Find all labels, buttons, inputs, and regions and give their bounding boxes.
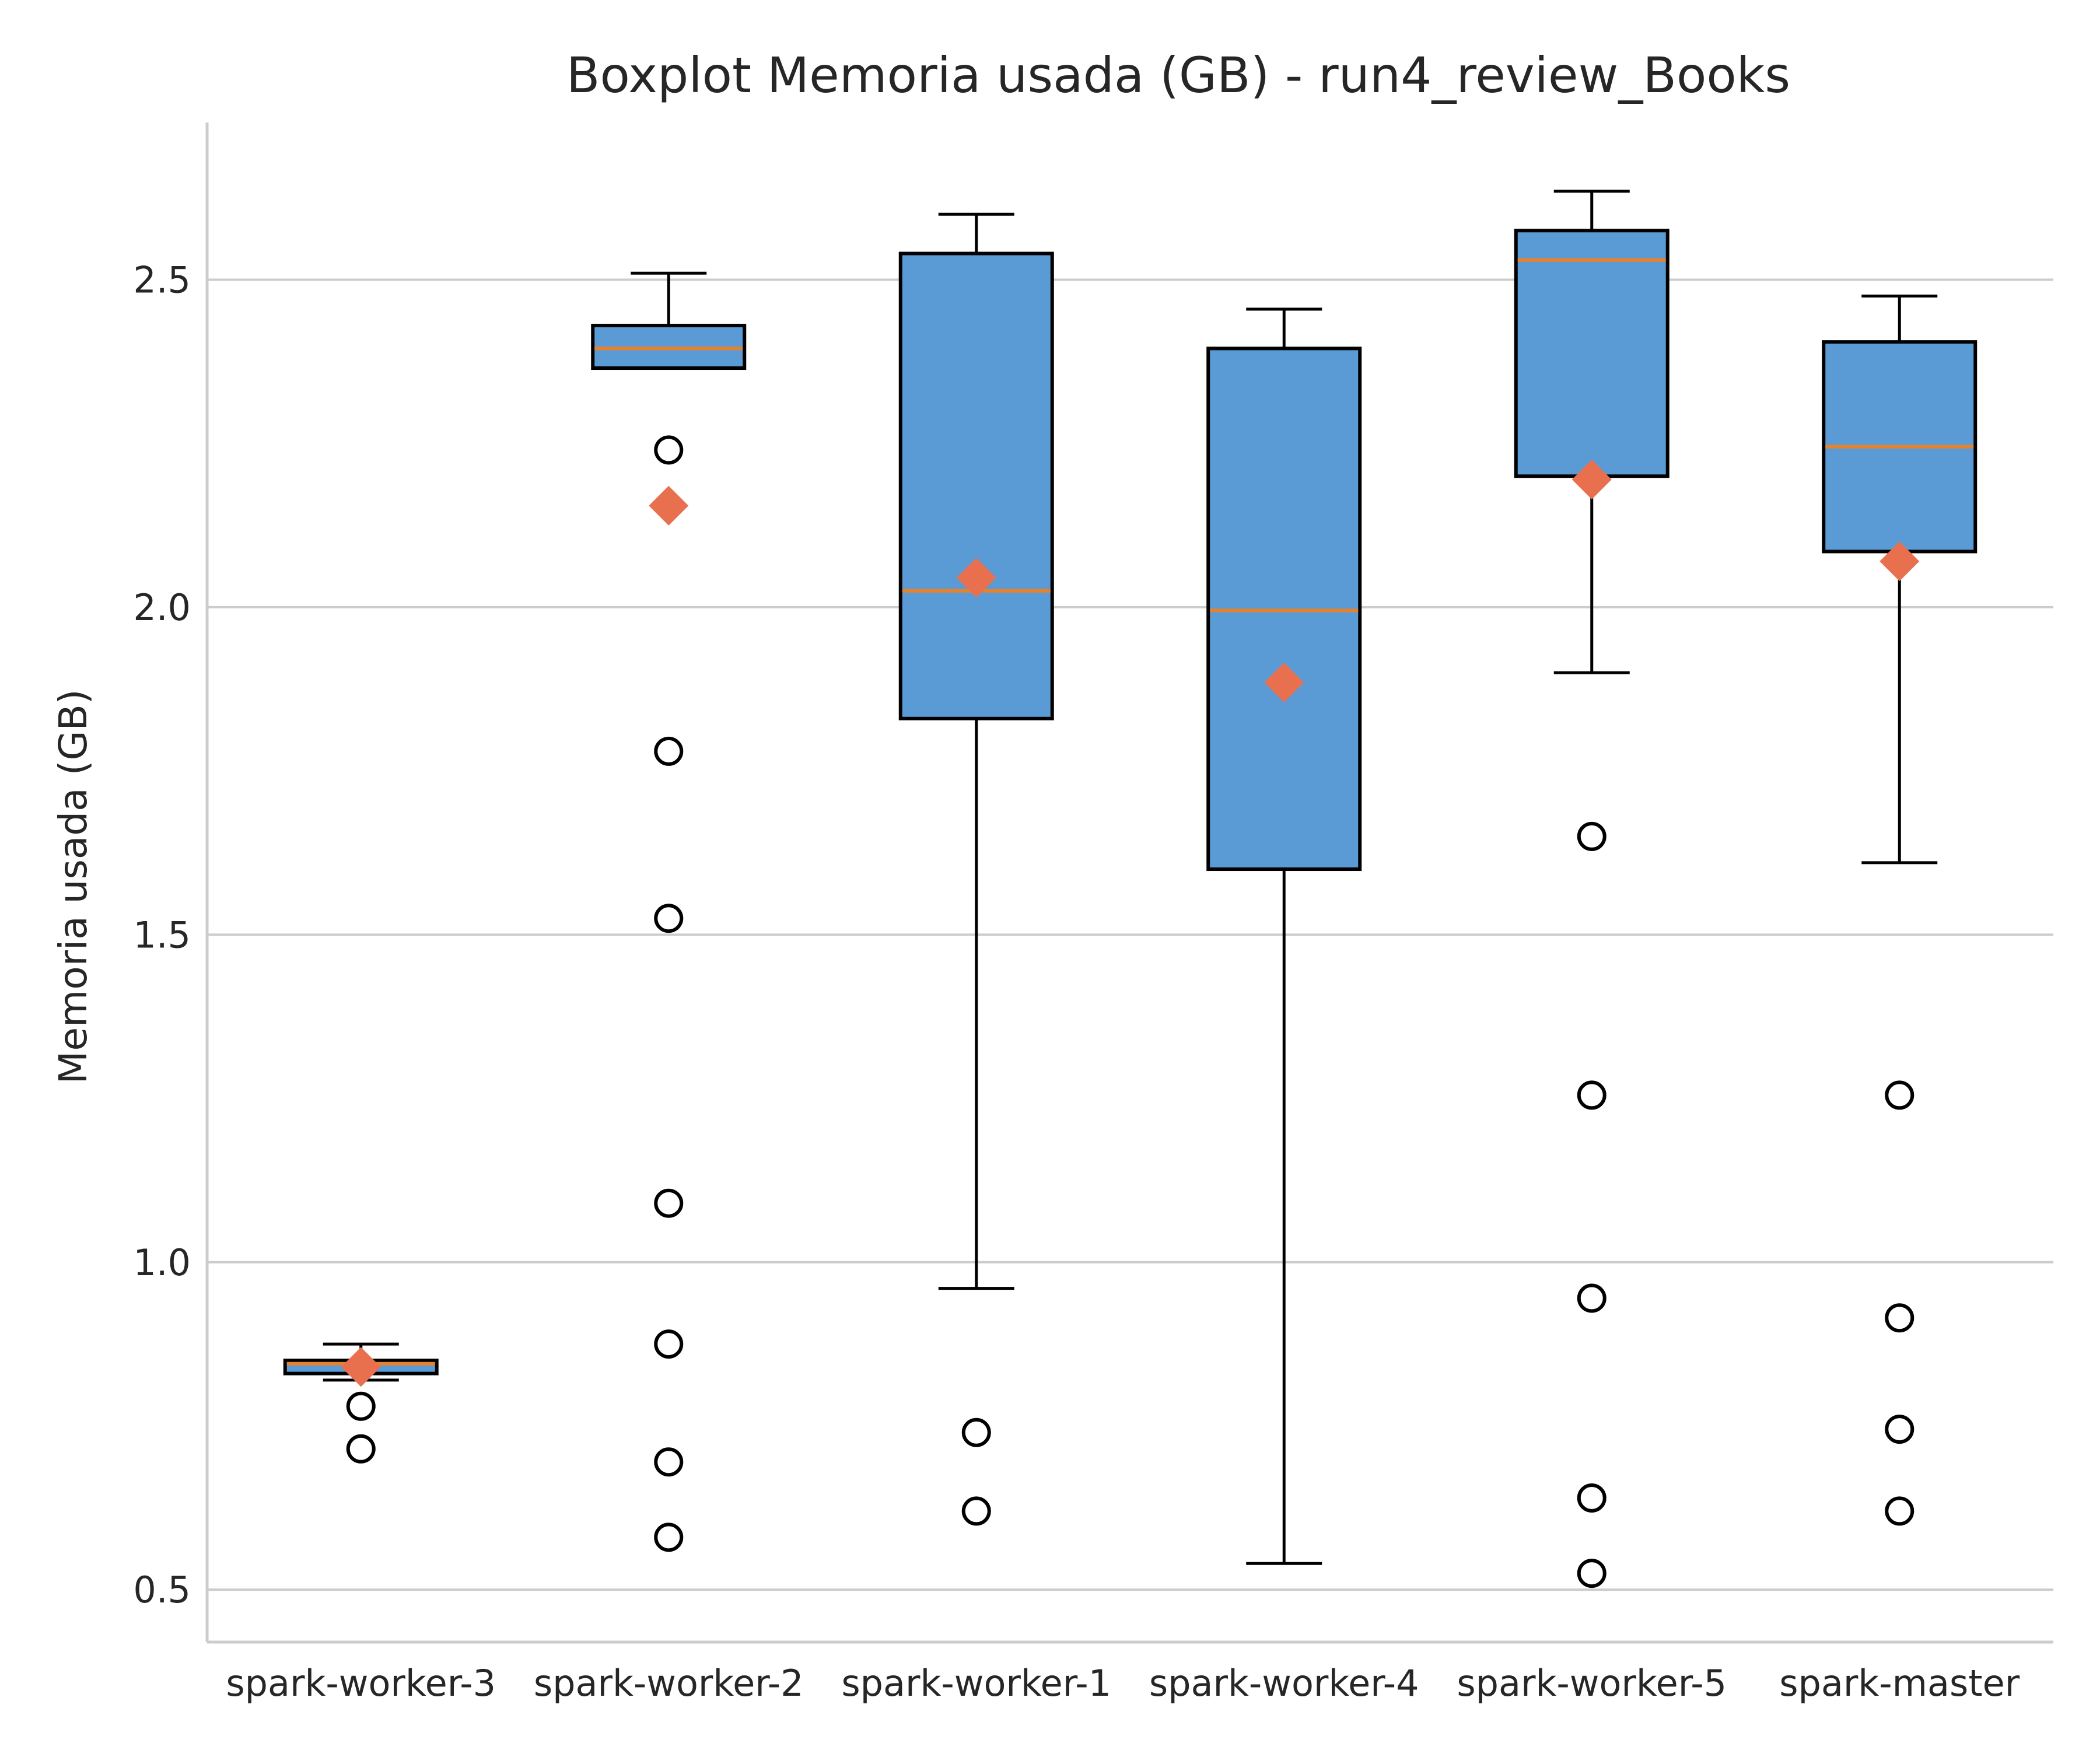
grid-lines [207,278,2053,1591]
x-tick-label: spark-worker-4 [1149,1662,1419,1704]
mean-marker [956,558,996,598]
outlier-point [654,1447,684,1477]
box-group [283,1342,439,1464]
x-tick-label: spark-worker-5 [1457,1662,1727,1704]
box-group [1822,295,1978,1526]
x-tick-label: spark-worker-1 [841,1662,1111,1704]
box-group [1514,190,1670,1588]
x-tick-label: spark-worker-2 [534,1662,804,1704]
outlier-point [961,1418,991,1447]
outlier-point [654,435,684,465]
outlier-point [654,904,684,933]
box-group [898,212,1054,1526]
outlier-point [1577,1483,1606,1513]
mean-marker [1880,541,1920,582]
y-axis-label: Memoria usada (GB) [51,689,96,1084]
outlier-point [961,1496,991,1526]
box-group [591,271,747,1552]
x-tick-labels: spark-worker-3 spark-worker-2 spark-worker… [226,1662,2020,1704]
outlier-point [1577,821,1606,851]
y-tick-label: 1.5 [133,914,191,956]
outlier-point [654,736,684,766]
outlier-point [654,1522,684,1552]
outlier-point [1577,1283,1606,1313]
mean-marker [1264,663,1304,703]
y-tick-label: 0.5 [133,1569,191,1611]
outlier-point [654,1188,684,1218]
mean-marker [649,485,689,526]
mean-marker [1572,459,1612,499]
box-iqr [898,251,1054,720]
box-iqr [1514,229,1670,478]
outlier-point [654,1329,684,1359]
outlier-point [346,1391,376,1421]
outlier-point [1577,1080,1606,1110]
axis-spines [205,123,2053,1644]
y-tick-labels: 0.5 1.0 1.5 2.0 2.5 [133,258,191,1611]
box-group [1206,307,1362,1565]
outlier-point [1885,1080,1915,1110]
x-tick-label: spark-worker-3 [226,1662,496,1704]
outlier-point [1885,1303,1915,1333]
y-tick-label: 1.0 [133,1241,191,1284]
x-tick-label: spark-master [1779,1662,2020,1704]
chart-title: Boxplot Memoria usada (GB) - run4_review… [566,47,1790,104]
outlier-point [1885,1496,1915,1526]
y-tick-label: 2.0 [133,586,191,629]
mean-marker [341,1347,381,1387]
outlier-point [1577,1559,1606,1588]
outlier-point [1885,1415,1915,1444]
boxes [283,190,1978,1588]
y-tick-label: 2.5 [133,258,191,301]
outlier-point [346,1434,376,1464]
